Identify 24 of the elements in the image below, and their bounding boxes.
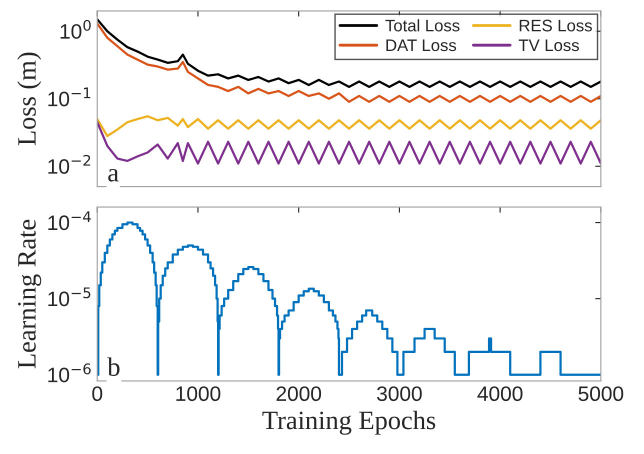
x-tick-label: 5000 xyxy=(578,386,624,402)
x-axis-title: Training Epochs xyxy=(262,410,436,435)
y-tick-label: 10$^{−6}$ xyxy=(48,363,91,382)
y-tick-label: 10$^{−1}$ xyxy=(48,88,90,106)
legend-label: RES Loss xyxy=(520,20,592,32)
y-tick-label: 10$^{0}$ xyxy=(60,20,91,39)
x-tick-label: 4000 xyxy=(477,386,522,402)
legend-label: Total Loss xyxy=(385,19,460,32)
legend-label: DAT Loss xyxy=(386,40,456,52)
y-tick-label: 10$^{−4}$ xyxy=(48,211,91,230)
legend-label: TV Loss xyxy=(518,40,579,52)
x-tick-label: 1000 xyxy=(176,386,220,402)
line-series xyxy=(97,115,601,138)
line-series xyxy=(97,18,601,88)
y-axis-title: Loss (m) xyxy=(17,52,42,146)
y-tick-label: 10$^{−5}$ xyxy=(48,287,90,306)
annotation: a xyxy=(108,168,119,182)
x-tick-label: 2000 xyxy=(276,386,322,402)
annotation: b xyxy=(107,357,120,376)
x-tick-label: 3000 xyxy=(377,386,422,402)
x-tick-label: 0 xyxy=(92,386,102,402)
y-tick-label: 10$^{−2}$ xyxy=(48,154,90,174)
y-axis-title: Learning Rate xyxy=(18,220,42,368)
line-series xyxy=(97,121,601,165)
